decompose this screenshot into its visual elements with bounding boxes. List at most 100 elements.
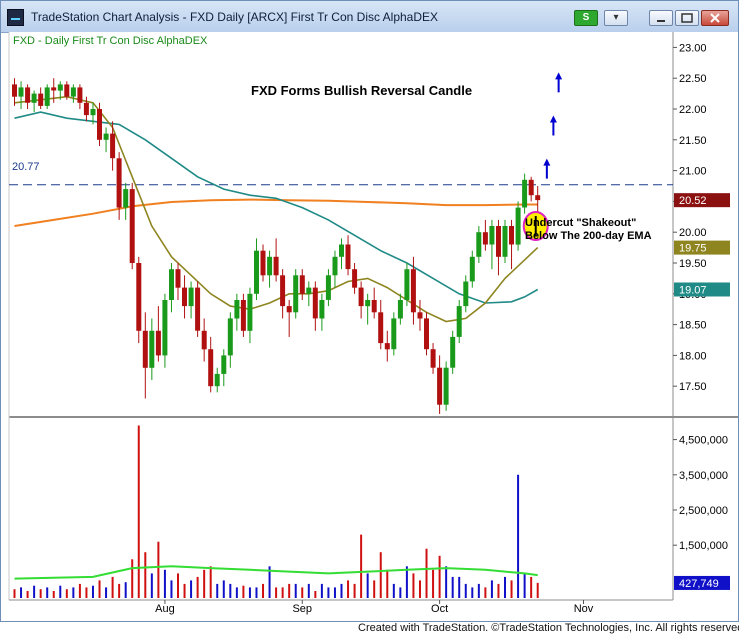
reference-line-label: 20.77 [12,161,40,173]
candle-body [142,330,148,368]
candle-body [155,330,161,356]
volume-tick-label: 2,500,000 [679,505,728,517]
candle-body [267,256,273,276]
annotation-line-2: Below The 200-day EMA [525,230,652,242]
candle-body [175,269,181,288]
candle-body [424,318,429,350]
volume-tick-label: 4,500,000 [679,435,728,447]
candle-body [384,343,390,350]
up-arrow-head [543,158,551,166]
minimize-button[interactable] [649,10,673,26]
chart-window: TradeStation Chart Analysis - FXD Daily … [0,0,739,622]
volume-tick-label: 1,500,000 [679,540,728,552]
price-tick-label: 23.00 [679,42,707,54]
maximize-icon [681,13,693,23]
candle-body [286,306,292,313]
last-value-label-ema-20: 19.75 [679,243,707,255]
candle-body [169,269,174,300]
last-volume-box [674,575,730,590]
candle-body [306,287,312,294]
candle-body [365,300,371,307]
chart-headline: FXD Forms Bullish Reversal Candle [251,83,472,98]
candle-body [273,256,279,276]
price-axis-background [673,32,738,417]
close-button[interactable] [701,10,729,26]
candle-body [509,226,514,245]
candle-body [358,287,364,307]
price-tick-label: 22.00 [679,104,707,116]
candle-body [116,158,122,208]
candle-body [38,93,44,106]
candle-body [97,109,102,140]
candle-body [417,312,423,319]
candle-body [339,244,344,257]
last-volume-label: 427,749 [679,578,719,590]
chart-legend: FXD - Daily First Tr Con Disc AlphaDEX [13,35,208,47]
candle-body [64,84,70,97]
last-value-box-ema-50 [674,282,730,297]
candle-body [450,336,456,368]
candle-body [482,232,488,245]
candle-body [430,349,436,368]
maximize-button[interactable] [675,10,699,26]
symbol-link-button[interactable]: S [574,10,598,26]
tradestation-app-icon [7,9,24,26]
close-icon [710,13,720,23]
candle-body [332,256,338,276]
candle-body [44,87,50,106]
last-value-label-ema-50: 19.07 [679,284,707,296]
candle-body [502,226,508,257]
last-value-label-close: 20.52 [679,195,707,207]
candle-body [188,287,194,307]
candle-body [260,250,266,276]
candle-body [129,189,135,263]
title-bar[interactable]: TradeStation Chart Analysis - FXD Daily … [1,1,738,33]
price-tick-label: 18.50 [679,320,707,332]
price-tick-label: 21.00 [679,166,707,178]
candle-body [247,293,253,331]
window-title: TradeStation Chart Analysis - FXD Daily … [31,10,439,24]
volume-tick-label: 3,500,000 [679,470,728,482]
candle-body [110,133,116,159]
price-tick-label: 18.00 [679,350,707,362]
price-volume-chart[interactable]: 23.0022.5022.0021.5021.0020.5020.0019.50… [1,32,738,620]
candle-body [325,275,331,300]
candle-body [57,84,63,91]
candle-body [397,300,403,319]
candle-body [463,281,469,307]
candle-body [456,306,462,337]
last-value-box-ema-20 [674,240,730,255]
candle-body [352,269,358,288]
minimize-icon [657,20,665,22]
candle-body [437,367,443,405]
candle-body [489,226,495,245]
price-tick-label: 20.00 [679,227,707,239]
candle-body [522,179,528,208]
candle-body [70,87,76,97]
candle-body [136,263,142,331]
candle-body [378,312,384,344]
candle-body [214,373,220,387]
candle-body [123,189,129,208]
price-pane-background [9,32,673,417]
candle-body [18,87,24,97]
candle-body [149,330,155,368]
candle-body [391,318,397,350]
price-tick-label: 21.50 [679,135,707,147]
candle-body [496,226,501,257]
chart-menu-button[interactable]: ▾ [604,10,628,26]
candle-body [345,244,351,270]
annotation-line-1: Undercut "Shakeout" [525,217,636,229]
candle-body [404,269,410,300]
price-tick-label: 17.50 [679,381,707,393]
candle-body [476,232,482,257]
candle-body [469,256,475,282]
candle-body [31,93,37,103]
candle-body [299,275,305,294]
candle-body [162,300,168,356]
last-value-box-close [674,193,730,208]
candle-body [208,349,214,387]
candle-body [312,287,318,319]
month-label: Sep [292,603,312,615]
candle-body [201,330,207,350]
